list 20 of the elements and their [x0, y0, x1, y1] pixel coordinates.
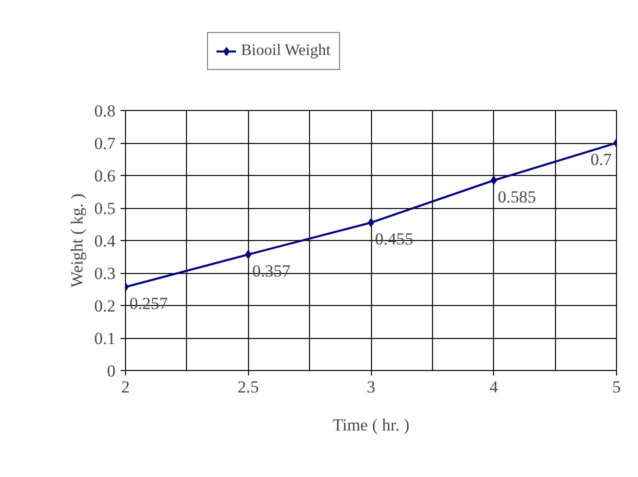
y-tick-label: 0.5	[94, 199, 116, 218]
point	[368, 218, 374, 228]
x-tick-label: 5	[612, 378, 621, 396]
y-tick-label: 0.1	[94, 329, 116, 348]
x-tick-label: 3	[366, 378, 376, 396]
legend-label: Biooil Weight	[241, 42, 331, 60]
y-tick-label: 0.3	[94, 264, 116, 283]
y-tick-label: 0.6	[94, 166, 116, 186]
data-label: 0.585	[498, 187, 536, 206]
y-tick-label: 0.2	[94, 296, 116, 316]
x-axis-title: Time ( hr. )	[332, 416, 410, 434]
x-tick-label: 2	[121, 378, 130, 396]
y-axis-title: Weight ( kg. )	[67, 194, 86, 288]
x-tick-label: 4	[490, 378, 498, 396]
x-tick-label: 2.5	[238, 378, 259, 396]
y-tick-label: 0.8	[94, 102, 116, 120]
y-tick-label: 0.7	[94, 134, 116, 153]
y-tick-label: 0	[107, 362, 116, 380]
data-label: 0.7	[590, 150, 612, 169]
y-tick-label: 0.4	[94, 232, 116, 250]
